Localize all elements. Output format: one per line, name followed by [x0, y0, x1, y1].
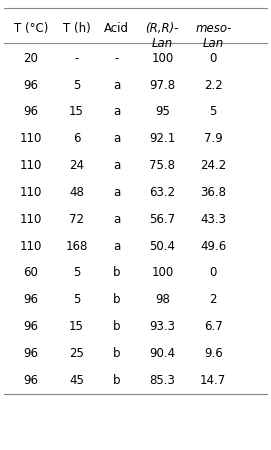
Text: 48: 48 — [69, 186, 84, 199]
Text: b: b — [113, 266, 121, 279]
Text: 63.2: 63.2 — [149, 186, 175, 199]
Text: b: b — [113, 374, 121, 387]
Text: 96: 96 — [23, 78, 38, 91]
Text: a: a — [113, 132, 120, 145]
Text: 14.7: 14.7 — [200, 374, 226, 387]
Text: a: a — [113, 105, 120, 118]
Text: 92.1: 92.1 — [149, 132, 175, 145]
Text: b: b — [113, 347, 121, 360]
Text: a: a — [113, 213, 120, 226]
Text: meso-
Lan: meso- Lan — [195, 22, 231, 50]
Text: 95: 95 — [155, 105, 170, 118]
Text: -: - — [74, 52, 79, 65]
Text: b: b — [113, 320, 121, 333]
Text: 5: 5 — [73, 293, 80, 306]
Text: 168: 168 — [65, 239, 88, 252]
Text: 5: 5 — [209, 105, 217, 118]
Text: Acid: Acid — [104, 22, 129, 35]
Text: 0: 0 — [209, 266, 217, 279]
Text: 93.3: 93.3 — [149, 320, 175, 333]
Text: 110: 110 — [20, 159, 42, 172]
Text: 96: 96 — [23, 347, 38, 360]
Text: -: - — [115, 52, 119, 65]
Text: 6: 6 — [73, 132, 80, 145]
Text: 50.4: 50.4 — [149, 239, 175, 252]
Text: 72: 72 — [69, 213, 84, 226]
Text: 96: 96 — [23, 320, 38, 333]
Text: 9.6: 9.6 — [204, 347, 223, 360]
Text: 110: 110 — [20, 132, 42, 145]
Text: 97.8: 97.8 — [149, 78, 175, 91]
Text: 100: 100 — [151, 266, 173, 279]
Text: 110: 110 — [20, 239, 42, 252]
Text: 96: 96 — [23, 293, 38, 306]
Text: 25: 25 — [69, 347, 84, 360]
Text: a: a — [113, 78, 120, 91]
Text: 24.2: 24.2 — [200, 159, 226, 172]
Text: 110: 110 — [20, 186, 42, 199]
Text: 15: 15 — [69, 320, 84, 333]
Text: b: b — [113, 293, 121, 306]
Text: 85.3: 85.3 — [149, 374, 175, 387]
Text: 60: 60 — [24, 266, 38, 279]
Text: 90.4: 90.4 — [149, 347, 175, 360]
Text: 110: 110 — [20, 213, 42, 226]
Text: 49.6: 49.6 — [200, 239, 226, 252]
Text: a: a — [113, 186, 120, 199]
Text: 7.9: 7.9 — [204, 132, 223, 145]
Text: 5: 5 — [73, 78, 80, 91]
Text: 2.2: 2.2 — [204, 78, 223, 91]
Text: 2: 2 — [209, 293, 217, 306]
Text: 100: 100 — [151, 52, 173, 65]
Text: 20: 20 — [24, 52, 38, 65]
Text: 98: 98 — [155, 293, 170, 306]
Text: a: a — [113, 239, 120, 252]
Text: T (°C): T (°C) — [14, 22, 48, 35]
Text: (R,R)-
Lan: (R,R)- Lan — [146, 22, 179, 50]
Text: 15: 15 — [69, 105, 84, 118]
Text: 75.8: 75.8 — [149, 159, 175, 172]
Text: 36.8: 36.8 — [200, 186, 226, 199]
Text: 96: 96 — [23, 374, 38, 387]
Text: 24: 24 — [69, 159, 84, 172]
Text: 6.7: 6.7 — [204, 320, 223, 333]
Text: 96: 96 — [23, 105, 38, 118]
Text: 56.7: 56.7 — [149, 213, 175, 226]
Text: T (h): T (h) — [63, 22, 90, 35]
Text: a: a — [113, 159, 120, 172]
Text: 0: 0 — [209, 52, 217, 65]
Text: 5: 5 — [73, 266, 80, 279]
Text: 43.3: 43.3 — [200, 213, 226, 226]
Text: 45: 45 — [69, 374, 84, 387]
